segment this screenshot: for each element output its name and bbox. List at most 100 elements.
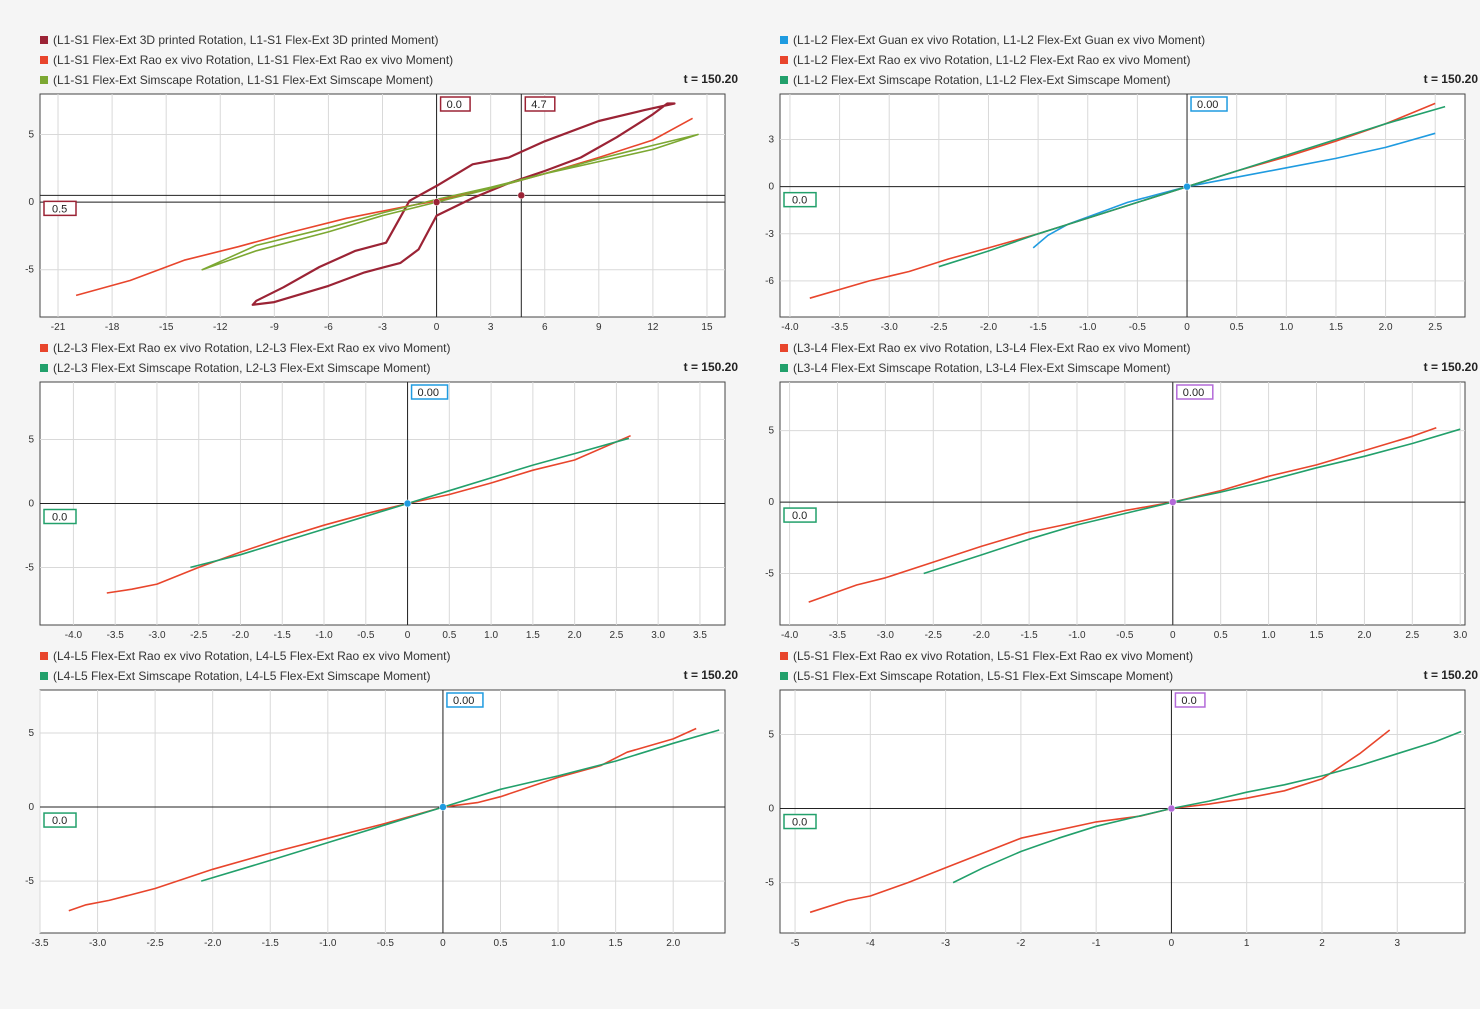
- x-tick-label: 3.0: [651, 630, 665, 641]
- x-tick-label: 1.5: [1310, 630, 1324, 641]
- legend-item[interactable]: (L1-L2 Flex-Ext Simscape Rotation, L1-L2…: [780, 70, 1170, 90]
- legend-label: (L1-S1 Flex-Ext 3D printed Rotation, L1-…: [53, 33, 439, 47]
- cursor-marker[interactable]: [517, 191, 526, 200]
- x-tick-label: -0.5: [1129, 322, 1147, 333]
- y-tick-label: 0: [768, 804, 774, 815]
- cursor-value-box[interactable]: [439, 96, 471, 112]
- cursor-value-x: 0.0: [447, 99, 462, 111]
- x-tick-label: 6: [542, 322, 548, 333]
- chart-svg[interactable]: -3.5 -3.0 -2.5 -2.0 -1.5 -1.0 -0.5 0 0.5 1.0 1.5 2.…: [25, 646, 740, 951]
- x-tick-label: 1.5: [609, 938, 623, 949]
- x-tick-label: -3.0: [881, 322, 899, 333]
- plot-area[interactable]: [779, 381, 1466, 626]
- chart-svg[interactable]: -4.0 -3.5 -3.0 -2.5 -2.0 -1.5 -1.0 -0.5 0 0.5 1.0 1…: [765, 338, 1480, 643]
- cursor-value-box[interactable]: [783, 507, 817, 523]
- legend-item[interactable]: (L5-S1 Flex-Ext Simscape Rotation, L5-S1…: [780, 666, 1173, 686]
- x-tick-label: -3.5: [829, 630, 847, 641]
- cursor-value-x: 0.00: [1197, 99, 1218, 111]
- series-line-0[interactable]: [106, 434, 631, 594]
- series-line-1[interactable]: [75, 117, 693, 297]
- legend-item[interactable]: (L5-S1 Flex-Ext Rao ex vivo Rotation, L5…: [780, 646, 1193, 666]
- cursor-value-box[interactable]: [1174, 692, 1206, 708]
- x-tick-label: 0.5: [442, 630, 456, 641]
- legend-item[interactable]: (L1-L2 Flex-Ext Guan ex vivo Rotation, L…: [780, 30, 1205, 50]
- plot-area[interactable]: [39, 689, 726, 934]
- time-label: t = 150.20: [1423, 668, 1478, 682]
- x-tick-label: 2.5: [1428, 322, 1442, 333]
- x-tick-label: -21: [51, 322, 66, 333]
- legend-item[interactable]: (L1-S1 Flex-Ext Rao ex vivo Rotation, L1…: [40, 50, 453, 70]
- x-tick-label: 2.0: [1357, 630, 1371, 641]
- series-line-0[interactable]: [808, 426, 1437, 603]
- legend-item[interactable]: (L4-L5 Flex-Ext Simscape Rotation, L4-L5…: [40, 666, 430, 686]
- x-tick-label: 1.0: [1262, 630, 1276, 641]
- x-tick-label: -3: [378, 322, 387, 333]
- cursor-marker[interactable]: [1167, 804, 1176, 813]
- chart-panel-l3-l4: (L3-L4 Flex-Ext Rao ex vivo Rotation, L3…: [765, 338, 1480, 643]
- legend-swatch: [40, 344, 48, 352]
- legend-item[interactable]: (L2-L3 Flex-Ext Rao ex vivo Rotation, L2…: [40, 338, 451, 358]
- x-tick-label: -3.0: [877, 630, 895, 641]
- x-tick-label: 15: [701, 322, 713, 333]
- cursor-value-box[interactable]: [1176, 384, 1214, 400]
- cursor-value-box[interactable]: [43, 812, 77, 828]
- y-tick-label: -5: [25, 265, 34, 276]
- x-tick-label: -0.5: [357, 630, 375, 641]
- x-tick-label: 0: [405, 630, 411, 641]
- cursor-marker[interactable]: [1183, 182, 1191, 191]
- cursor-value-y: 0.0: [52, 512, 67, 524]
- legend-item[interactable]: (L1-L2 Flex-Ext Rao ex vivo Rotation, L1…: [780, 50, 1191, 70]
- chart-svg[interactable]: -4.0 -3.5 -3.0 -2.5 -2.0 -1.5 -1.0 -0.5 0 0.5 1.0 1…: [765, 30, 1480, 335]
- plot-area[interactable]: [779, 93, 1466, 318]
- chart-svg[interactable]: -21 -18 -15 -12 -9 -6 -3 0 3 6 9 12 15 5 0 -5 0.0 4.7 0.5: [25, 30, 740, 335]
- time-label: t = 150.20: [683, 668, 738, 682]
- cursor-value-box[interactable]: [43, 508, 77, 525]
- cursor-value-box[interactable]: [43, 200, 77, 217]
- series-line-1[interactable]: [200, 729, 720, 882]
- cursor-value-box[interactable]: [410, 384, 449, 400]
- chart-svg[interactable]: -5 -4 -3 -2 -1 0 1 2 3 5 0 -5 0.0 0.0: [765, 646, 1480, 951]
- series-line-2[interactable]: [201, 133, 699, 271]
- cursor-value-box[interactable]: [446, 692, 484, 708]
- cursor-marker[interactable]: [1169, 498, 1177, 506]
- legend-item[interactable]: (L1-S1 Flex-Ext Simscape Rotation, L1-S1…: [40, 70, 433, 90]
- legend-item[interactable]: (L3-L4 Flex-Ext Rao ex vivo Rotation, L3…: [780, 338, 1191, 358]
- cursor-value-box[interactable]: [524, 96, 556, 112]
- cursor-marker[interactable]: [403, 499, 412, 508]
- legend-swatch: [780, 76, 788, 84]
- series-line-1[interactable]: [923, 428, 1461, 575]
- legend-swatch: [40, 76, 48, 84]
- chart-panel-l1-l2: (L1-L2 Flex-Ext Guan ex vivo Rotation, L…: [765, 30, 1480, 335]
- x-tick-label: -4.0: [65, 630, 83, 641]
- time-label: t = 150.20: [1423, 72, 1478, 86]
- x-tick-label: 3.5: [693, 630, 707, 641]
- legend-item[interactable]: (L3-L4 Flex-Ext Simscape Rotation, L3-L4…: [780, 358, 1170, 378]
- legend-label: (L1-S1 Flex-Ext Simscape Rotation, L1-S1…: [53, 73, 434, 87]
- x-tick-label: 0.5: [494, 938, 508, 949]
- cursor-value-box[interactable]: [1190, 96, 1228, 112]
- y-tick-label: -5: [765, 569, 774, 580]
- cursor-value-x: 0.0: [1181, 695, 1196, 707]
- chart-panel-l4-l5: (L4-L5 Flex-Ext Rao ex vivo Rotation, L4…: [25, 646, 740, 951]
- cursor-value-box[interactable]: [783, 191, 817, 208]
- legend-label: (L1-L2 Flex-Ext Guan ex vivo Rotation, L…: [793, 33, 1206, 47]
- cursor-value-box[interactable]: [783, 813, 817, 830]
- y-tick-label: 0: [28, 197, 34, 208]
- y-tick-label: -6: [765, 276, 774, 287]
- legend-swatch: [40, 364, 48, 372]
- cursor-marker[interactable]: [439, 803, 447, 811]
- cursor-value-x: 0.00: [453, 695, 474, 707]
- chart-panel-l2-l3: (L2-L3 Flex-Ext Rao ex vivo Rotation, L2…: [25, 338, 740, 643]
- chart-svg[interactable]: -4.0 -3.5 -3.0 -2.5 -2.0 -1.5 -1.0 -0.5 0 0.5 1.0 1…: [25, 338, 740, 643]
- x-tick-label: 2: [1319, 938, 1325, 949]
- legend-item[interactable]: (L4-L5 Flex-Ext Rao ex vivo Rotation, L4…: [40, 646, 451, 666]
- plot-area[interactable]: [779, 689, 1466, 934]
- legend-item[interactable]: (L2-L3 Flex-Ext Simscape Rotation, L2-L3…: [40, 358, 430, 378]
- x-tick-label: 0: [1169, 938, 1175, 949]
- legend-item[interactable]: (L1-S1 Flex-Ext 3D printed Rotation, L1-…: [40, 30, 439, 50]
- series-line-0[interactable]: [251, 102, 676, 306]
- cursor-value-x: 4.7: [531, 99, 546, 111]
- cursor-marker[interactable]: [432, 198, 441, 206]
- series-line-1[interactable]: [952, 730, 1462, 884]
- legend-swatch: [40, 36, 48, 44]
